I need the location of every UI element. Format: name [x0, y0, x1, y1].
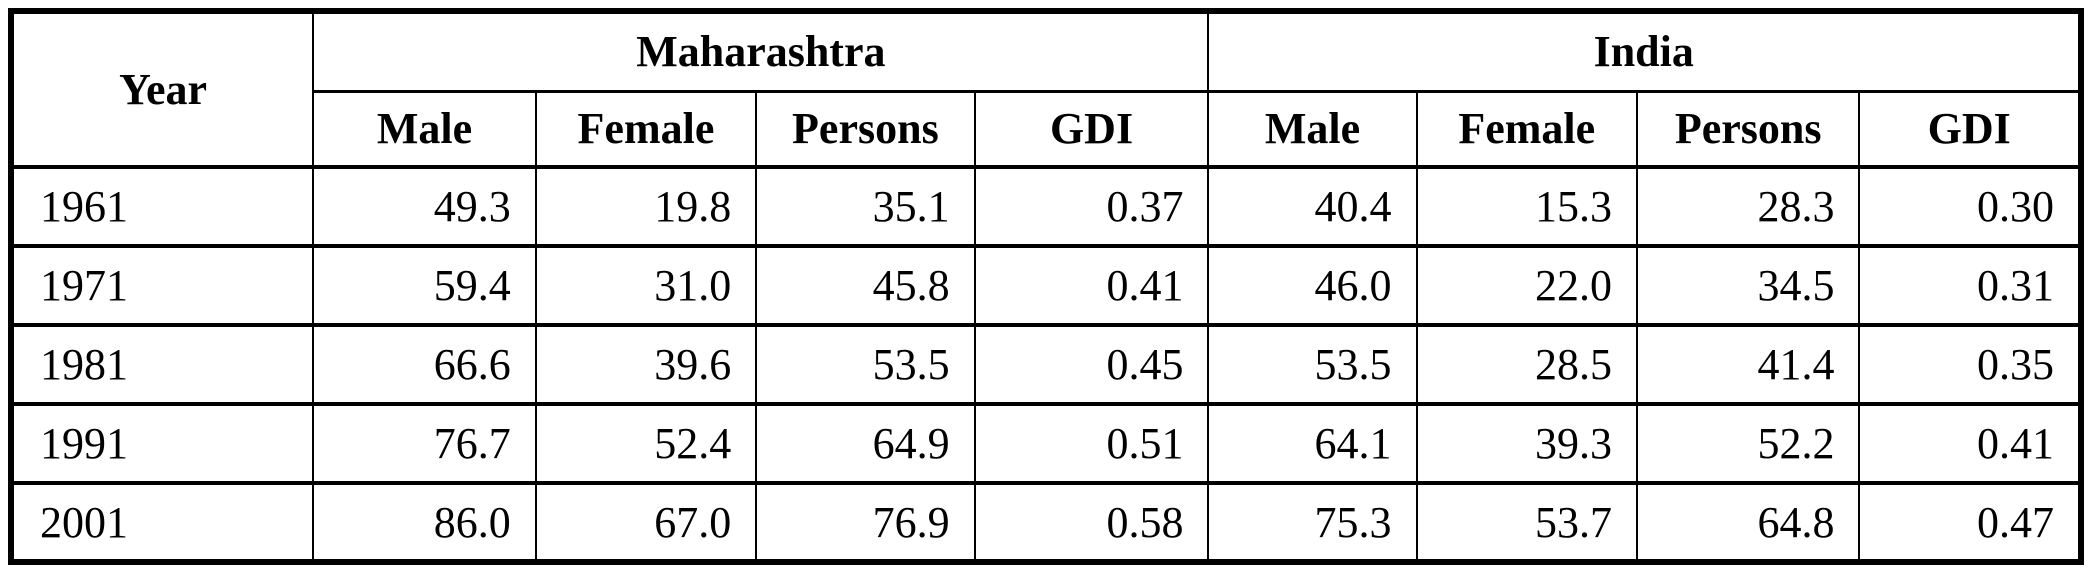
- value-cell-india-male: 64.1: [1207, 402, 1418, 484]
- value-cell-india-male: 75.3: [1207, 481, 1418, 563]
- column-header-maharashtra-gdi: GDI: [973, 89, 1210, 168]
- value-cell-india-gdi: 0.35: [1858, 323, 2082, 405]
- value-cell-maharashtra-gdi: 0.37: [973, 165, 1210, 247]
- value-cell-maharashtra-female: 31.0: [534, 244, 758, 326]
- value-cell-maharashtra-gdi: 0.51: [973, 402, 1210, 484]
- value-cell-maharashtra-male: 76.7: [312, 402, 537, 484]
- year-cell: 1991: [9, 402, 315, 484]
- table-row-1991: 1991 76.7 52.4 64.9 0.51 64.1 39.3 52.2 …: [9, 402, 2082, 484]
- year-cell: 2001: [9, 481, 315, 563]
- column-header-india-persons: Persons: [1635, 89, 1861, 168]
- column-header-india-gdi: GDI: [1858, 89, 2082, 168]
- value-cell-india-male: 53.5: [1207, 323, 1418, 405]
- year-cell: 1971: [9, 244, 315, 326]
- year-cell: 1981: [9, 323, 315, 405]
- value-cell-maharashtra-male: 49.3: [312, 165, 537, 247]
- table-row-1971: 1971 59.4 31.0 45.8 0.41 46.0 22.0 34.5 …: [9, 244, 2082, 326]
- value-cell-india-gdi: 0.30: [1858, 165, 2082, 247]
- value-cell-maharashtra-persons: 53.5: [755, 323, 976, 405]
- value-cell-maharashtra-persons: 76.9: [755, 481, 976, 563]
- value-cell-maharashtra-gdi: 0.41: [973, 244, 1210, 326]
- value-cell-maharashtra-gdi: 0.45: [973, 323, 1210, 405]
- value-cell-india-male: 46.0: [1207, 244, 1418, 326]
- table-row-1981: 1981 66.6 39.6 53.5 0.45 53.5 28.5 41.4 …: [9, 323, 2082, 405]
- value-cell-india-gdi: 0.47: [1858, 481, 2082, 563]
- value-cell-maharashtra-female: 39.6: [534, 323, 758, 405]
- value-cell-india-female: 22.0: [1415, 244, 1638, 326]
- value-cell-india-gdi: 0.41: [1858, 402, 2082, 484]
- column-header-maharashtra-female: Female: [534, 89, 758, 168]
- year-column-header: Year: [9, 10, 315, 168]
- value-cell-maharashtra-female: 19.8: [534, 165, 758, 247]
- value-cell-india-persons: 52.2: [1635, 402, 1861, 484]
- value-cell-india-female: 15.3: [1415, 165, 1638, 247]
- value-cell-maharashtra-gdi: 0.58: [973, 481, 1210, 563]
- value-cell-india-male: 40.4: [1207, 165, 1418, 247]
- sub-header-row: Male Female Persons GDI Male Female Pers…: [11, 89, 2082, 168]
- value-cell-maharashtra-male: 59.4: [312, 244, 537, 326]
- value-cell-india-persons: 28.3: [1635, 165, 1861, 247]
- table-row-1961: 1961 49.3 19.8 35.1 0.37 40.4 15.3 28.3 …: [9, 165, 2082, 247]
- value-cell-maharashtra-female: 67.0: [534, 481, 758, 563]
- value-cell-maharashtra-persons: 64.9: [755, 402, 976, 484]
- value-cell-india-female: 28.5: [1415, 323, 1638, 405]
- table-row-2001: 2001 86.0 67.0 76.9 0.58 75.3 53.7 64.8 …: [9, 481, 2082, 563]
- column-header-maharashtra-male: Male: [312, 89, 537, 168]
- group-header-india: India: [1207, 10, 2082, 92]
- value-cell-maharashtra-persons: 45.8: [755, 244, 976, 326]
- value-cell-maharashtra-male: 86.0: [312, 481, 537, 563]
- group-header-maharashtra: Maharashtra: [312, 10, 1210, 92]
- value-cell-india-persons: 34.5: [1635, 244, 1861, 326]
- value-cell-india-persons: 64.8: [1635, 481, 1861, 563]
- value-cell-india-gdi: 0.31: [1858, 244, 2082, 326]
- value-cell-maharashtra-persons: 35.1: [755, 165, 976, 247]
- value-cell-maharashtra-male: 66.6: [312, 323, 537, 405]
- column-header-india-female: Female: [1415, 89, 1638, 168]
- value-cell-india-persons: 41.4: [1635, 323, 1861, 405]
- column-header-india-male: Male: [1207, 89, 1418, 168]
- year-cell: 1961: [9, 165, 315, 247]
- column-header-maharashtra-persons: Persons: [755, 89, 976, 168]
- group-header-row: Year Maharashtra India: [9, 10, 2082, 168]
- value-cell-maharashtra-female: 52.4: [534, 402, 758, 484]
- value-cell-india-female: 53.7: [1415, 481, 1638, 563]
- literacy-gdi-table: Year Maharashtra India Male Female Perso…: [8, 8, 2084, 565]
- value-cell-india-female: 39.3: [1415, 402, 1638, 484]
